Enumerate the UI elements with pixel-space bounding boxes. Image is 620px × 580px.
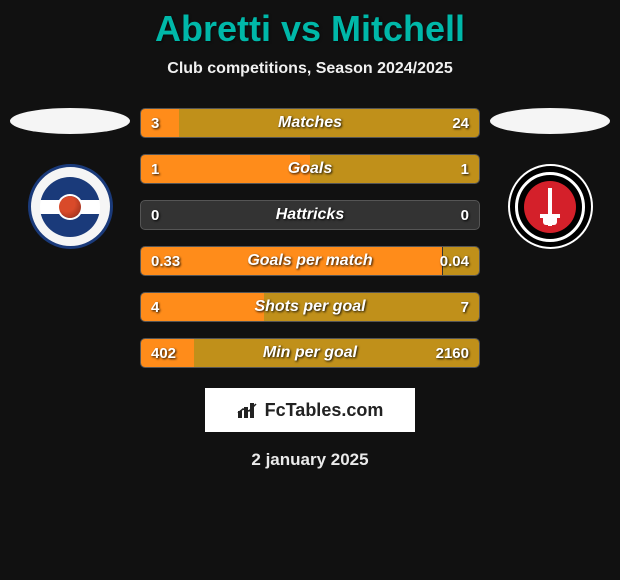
stat-label: Goals — [141, 155, 479, 183]
club-crest-left — [28, 164, 113, 249]
hand-icon — [543, 215, 557, 225]
stat-label: Hattricks — [141, 201, 479, 229]
stat-row: 0.330.04Goals per match — [140, 246, 480, 276]
crest-right-ring — [515, 172, 585, 242]
stat-bars: 324Matches 11Goals 00Hattricks 0.330.04Goal… — [140, 108, 480, 368]
subtitle: Club competitions, Season 2024/2025 — [0, 60, 620, 78]
comparison-panel: 324Matches 11Goals 00Hattricks 0.330.04Goal… — [0, 108, 620, 368]
page-title: Abretti vs Mitchell — [0, 0, 620, 50]
stat-label: Shots per goal — [141, 293, 479, 321]
chart-icon — [237, 401, 259, 419]
crest-left-ball-icon — [59, 196, 81, 218]
player-photo-placeholder-right — [490, 108, 610, 134]
stat-row: 47Shots per goal — [140, 292, 480, 322]
stat-label: Matches — [141, 109, 479, 137]
stat-row: 4022160Min per goal — [140, 338, 480, 368]
crest-left-ring — [40, 177, 100, 237]
stat-row: 00Hattricks — [140, 200, 480, 230]
brand-badge: FcTables.com — [205, 388, 415, 432]
stat-label: Goals per match — [141, 247, 479, 275]
right-side — [490, 108, 610, 249]
player-photo-placeholder-left — [10, 108, 130, 134]
stat-row: 11Goals — [140, 154, 480, 184]
stat-label: Min per goal — [141, 339, 479, 367]
crest-right-inner — [524, 181, 576, 233]
left-side — [10, 108, 130, 249]
brand-text: FcTables.com — [265, 400, 384, 421]
date-label: 2 january 2025 — [0, 450, 620, 470]
club-crest-right — [508, 164, 593, 249]
stat-row: 324Matches — [140, 108, 480, 138]
